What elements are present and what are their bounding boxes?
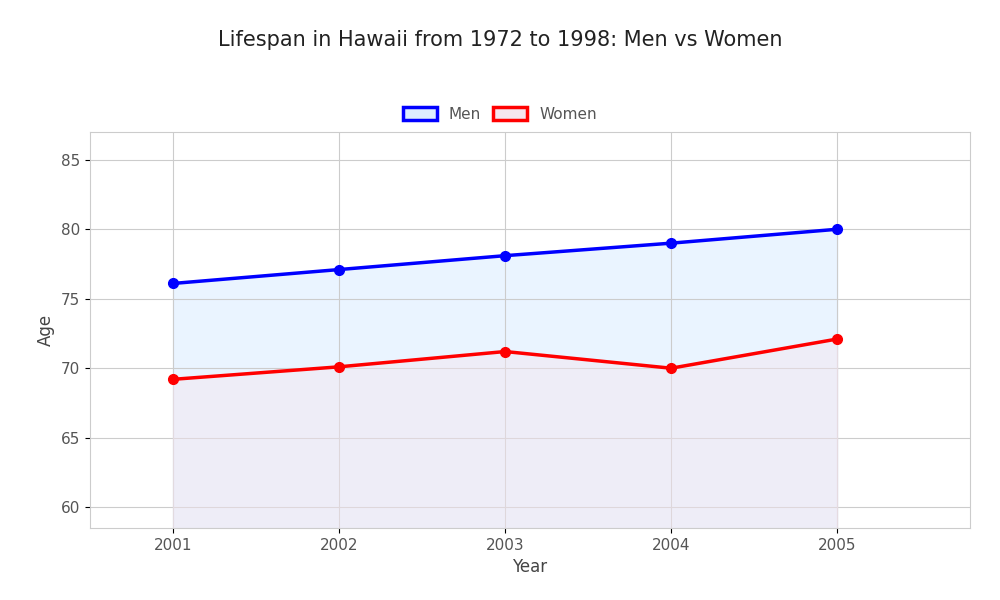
Y-axis label: Age: Age	[37, 314, 55, 346]
Text: Lifespan in Hawaii from 1972 to 1998: Men vs Women: Lifespan in Hawaii from 1972 to 1998: Me…	[218, 30, 782, 50]
X-axis label: Year: Year	[512, 558, 548, 576]
Legend: Men, Women: Men, Women	[397, 101, 603, 128]
